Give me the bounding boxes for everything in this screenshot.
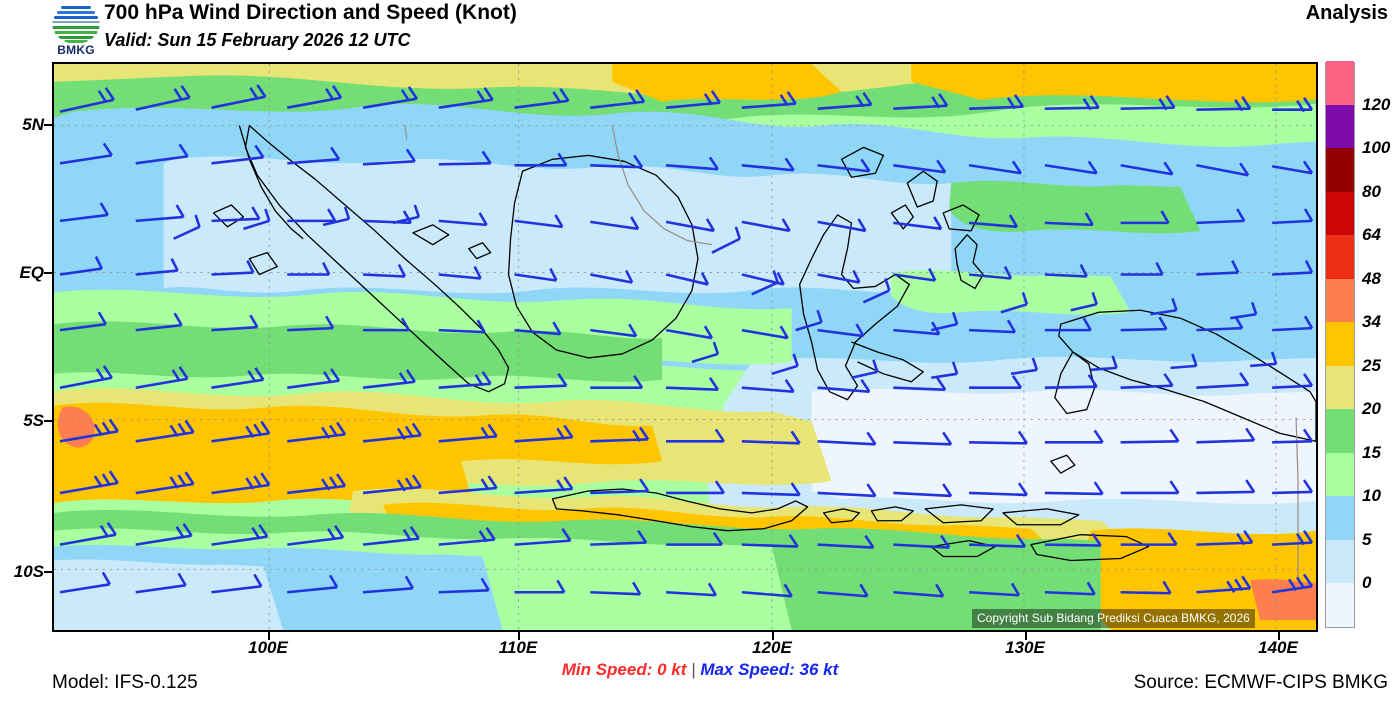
colorbar-band-64 bbox=[1326, 235, 1354, 279]
colorbar-band-34 bbox=[1326, 322, 1354, 366]
colorbar-label-80: 80 bbox=[1362, 181, 1381, 201]
analysis-label: Analysis bbox=[1305, 2, 1388, 24]
country-borders bbox=[404, 125, 1299, 581]
min-speed-value: 0 kt bbox=[657, 660, 687, 679]
lon-label-130e: 130E bbox=[1005, 638, 1045, 657]
lat-label-5s: 5S bbox=[23, 411, 44, 430]
source-label: Source: ECMWF-CIPS BMKG bbox=[1133, 672, 1388, 693]
copyright-watermark: Copyright Sub Bidang Prediksi Cuaca BMKG… bbox=[972, 609, 1255, 628]
colorbar-label-64: 64 bbox=[1362, 225, 1381, 245]
speed-summary: Min Speed: 0 kt | Max Speed: 36 kt bbox=[0, 660, 1400, 680]
speed-colorbar bbox=[1325, 61, 1355, 628]
speed-separator: | bbox=[691, 660, 696, 679]
model-label: Model: IFS-0.125 bbox=[52, 672, 198, 693]
lat-label-5n: 5N bbox=[22, 115, 44, 134]
colorbar-band-80 bbox=[1326, 191, 1354, 236]
colorbar-band-0 bbox=[1326, 583, 1354, 627]
colorbar-label-10: 10 bbox=[1362, 486, 1381, 506]
max-speed-value: 36 kt bbox=[799, 660, 839, 679]
lon-label-110e: 110E bbox=[498, 638, 538, 657]
colorbar-band-48 bbox=[1326, 278, 1354, 323]
colorbar-band-20 bbox=[1326, 409, 1354, 453]
colorbar-label-25: 25 bbox=[1362, 355, 1381, 375]
coastlines bbox=[212, 124, 1316, 562]
colorbar-label-120: 120 bbox=[1362, 94, 1391, 114]
colorbar-label-5: 5 bbox=[1362, 529, 1372, 549]
lat-label-10s: 10S bbox=[13, 562, 44, 581]
colorbar-label-20: 20 bbox=[1362, 399, 1381, 419]
max-speed-label: Max Speed: bbox=[700, 660, 795, 679]
bmkg-logo: BMKG bbox=[48, 2, 104, 57]
weather-map[interactable] bbox=[52, 62, 1318, 632]
bmkg-logo-emblem bbox=[52, 2, 100, 44]
lon-label-100e: 100E bbox=[248, 638, 288, 657]
colorbar-band-25 bbox=[1326, 365, 1354, 410]
lon-label-120e: 120E bbox=[752, 638, 792, 657]
valid-time-subtitle: Valid: Sun 15 February 2026 12 UTC bbox=[104, 30, 411, 50]
map-canvas bbox=[54, 64, 1316, 630]
colorbar-band-15 bbox=[1326, 452, 1354, 497]
colorbar-band-100 bbox=[1326, 148, 1354, 192]
lat-label-eq: EQ bbox=[19, 263, 44, 282]
lon-label-140e: 140E bbox=[1258, 638, 1298, 657]
colorbar-band-5 bbox=[1326, 539, 1354, 584]
colorbar-label-34: 34 bbox=[1362, 312, 1381, 332]
page-title: 700 hPa Wind Direction and Speed (Knot) bbox=[104, 1, 517, 24]
colorbar-label-48: 48 bbox=[1362, 268, 1381, 288]
colorbar-label-100: 100 bbox=[1362, 138, 1391, 158]
colorbar-label-15: 15 bbox=[1362, 442, 1381, 462]
bmkg-logo-text: BMKG bbox=[57, 43, 95, 57]
colorbar-label-0: 0 bbox=[1362, 573, 1372, 593]
colorbar-band-120 bbox=[1326, 104, 1354, 149]
colorbar-band-top bbox=[1326, 61, 1354, 105]
min-speed-label: Min Speed: bbox=[561, 660, 653, 679]
colorbar-band-10 bbox=[1326, 496, 1354, 540]
wind-barbs bbox=[59, 84, 1314, 598]
